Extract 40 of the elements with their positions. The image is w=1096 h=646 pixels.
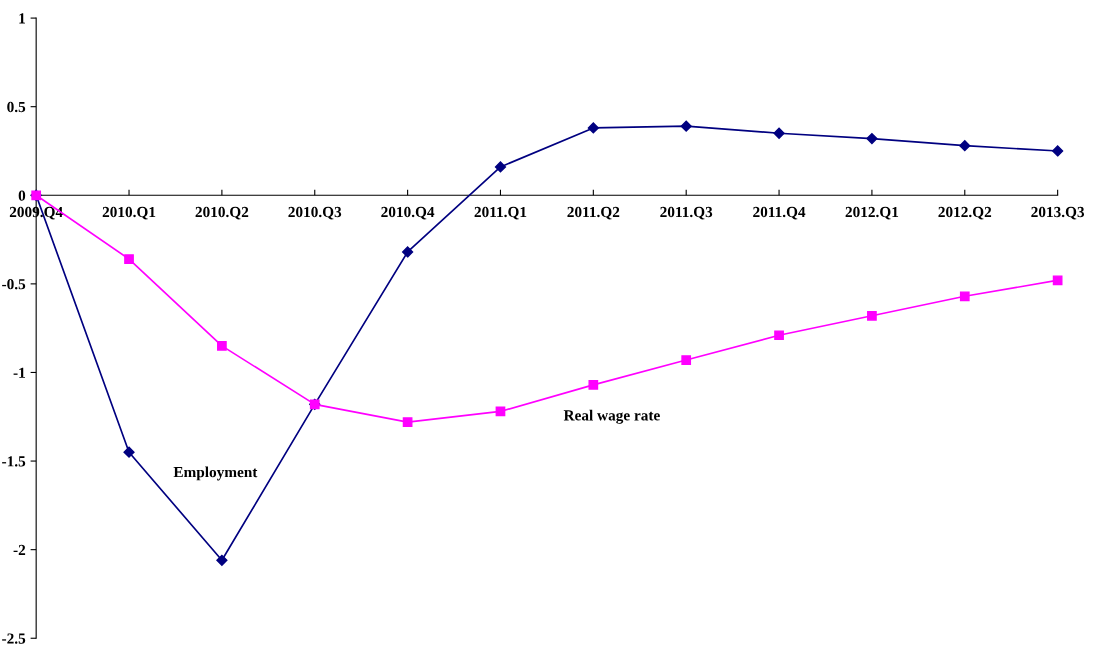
point xyxy=(216,554,228,566)
x-tick-label: 2010.Q3 xyxy=(288,206,342,220)
x-tick-label: 2011.Q2 xyxy=(567,206,620,220)
x-tick-label: 2011.Q4 xyxy=(753,206,806,220)
point xyxy=(217,341,227,351)
series-label: Real wage rate xyxy=(563,409,660,424)
x-tick-label: 2012.Q2 xyxy=(938,206,992,220)
x-tick-label: 2013.Q3 xyxy=(1031,206,1085,220)
y-tick-label: 0.5 xyxy=(7,101,26,113)
x-tick-label: 2011.Q1 xyxy=(474,206,527,220)
point xyxy=(680,120,692,132)
point xyxy=(959,140,971,152)
x-tick-label: 2012.Q1 xyxy=(845,206,899,220)
y-tick-label: -2.5 xyxy=(2,633,26,644)
y-tick-label: 0 xyxy=(18,190,26,201)
point xyxy=(123,446,135,458)
x-tick-label: 2010.Q4 xyxy=(381,206,435,220)
point xyxy=(587,122,599,134)
x-tick-label: 2010.Q1 xyxy=(102,206,156,220)
point xyxy=(959,291,970,302)
x-tick-label: 2011.Q3 xyxy=(660,206,713,220)
point xyxy=(867,310,877,321)
x-tick-label: 2010.Q2 xyxy=(195,206,249,220)
point xyxy=(494,161,507,173)
y-tick-label: -1.5 xyxy=(2,456,26,467)
point xyxy=(588,380,599,390)
point xyxy=(681,355,692,365)
y-tick-label: -1 xyxy=(13,367,25,378)
y-tick-label: 1 xyxy=(19,13,25,24)
y-tick-label: -2 xyxy=(13,544,26,555)
point xyxy=(773,127,785,139)
point xyxy=(1052,275,1063,286)
point xyxy=(774,330,784,341)
series-label: Employment xyxy=(173,466,258,481)
point xyxy=(866,132,878,145)
point xyxy=(402,417,413,427)
y-tick-label: -0.5 xyxy=(2,279,26,290)
point xyxy=(1052,145,1064,157)
point xyxy=(402,246,414,258)
point xyxy=(124,254,134,264)
